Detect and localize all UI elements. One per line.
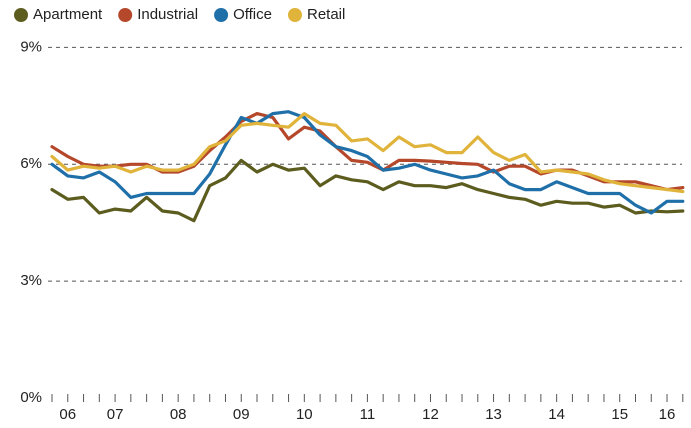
legend-label: Industrial <box>137 6 198 23</box>
x-tick-label: 14 <box>548 406 565 423</box>
series-line <box>50 158 685 223</box>
legend-marker <box>214 8 229 22</box>
x-tick-label: 13 <box>485 406 502 423</box>
x-tick-label: 11 <box>360 406 376 423</box>
y-tick-label: 6% <box>20 155 42 172</box>
series-line <box>50 112 685 194</box>
y-tick-label: 3% <box>20 272 42 289</box>
x-tick-label: 16 <box>659 406 676 423</box>
legend-marker <box>118 8 133 22</box>
legend-marker <box>14 8 28 22</box>
y-tick-label: 0% <box>20 389 42 406</box>
x-tick-label: 07 <box>107 406 124 423</box>
legend-marker <box>287 8 302 22</box>
x-tick-label: 09 <box>233 406 250 423</box>
series-line <box>50 112 685 192</box>
legend-label: Apartment <box>33 6 103 23</box>
x-tick-label: 06 <box>59 406 76 423</box>
x-tick-label: 08 <box>170 406 187 423</box>
x-tick-label: 12 <box>422 406 439 423</box>
x-tick-label: 15 <box>611 406 628 423</box>
y-tick-label: 9% <box>20 38 42 55</box>
legend-label: Office <box>233 6 272 23</box>
x-tick-label: 10 <box>296 406 313 423</box>
legend-label: Retail <box>307 6 345 23</box>
series-line <box>50 110 685 215</box>
